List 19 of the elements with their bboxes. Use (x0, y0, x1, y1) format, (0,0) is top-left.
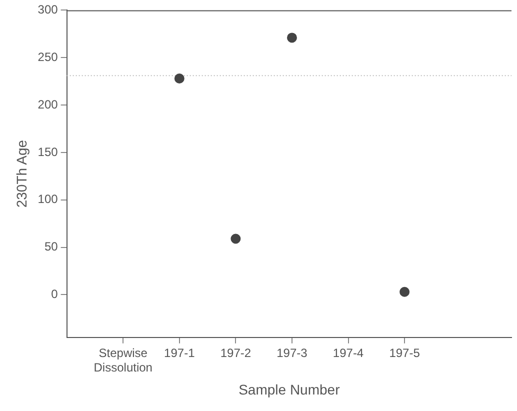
point (400, 286, 410, 297)
x-tick-label: 197-2 (220, 346, 252, 360)
y-tick-label: 100 (38, 192, 58, 206)
y-tick-label: 200 (38, 97, 58, 112)
x-tick-label: Stepwise Dissolution (94, 346, 152, 374)
x-tick-label: 197-5 (389, 346, 420, 360)
x-axis-title: Sample Number (238, 381, 340, 398)
y-tick-label: 0 (51, 287, 58, 302)
y-tick-label: 300 (38, 2, 58, 17)
y-axis-title: 230Th Age (13, 140, 30, 208)
point (174, 73, 184, 84)
point (230, 234, 241, 244)
x-tick-label: 197-4 (332, 346, 364, 360)
x-tick-label: 197-1 (164, 346, 196, 360)
x-tick-label: 197-3 (276, 346, 308, 360)
y-tick-label: 150 (38, 144, 58, 159)
y-tick-label: 50 (44, 240, 58, 254)
y-tick-label: 250 (38, 50, 58, 64)
point (286, 32, 297, 43)
